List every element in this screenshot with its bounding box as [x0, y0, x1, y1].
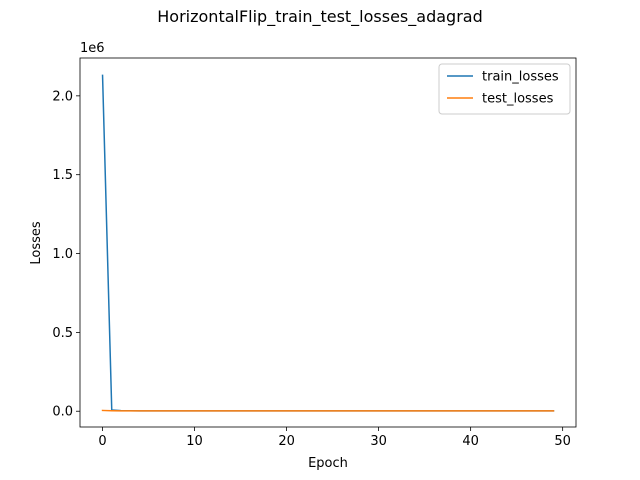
y-tick-label: 2.0 [52, 89, 73, 104]
legend-label-train-losses: train_losses [482, 70, 559, 85]
x-tick-label: 30 [370, 434, 387, 449]
y-tick-label: 1.5 [52, 168, 73, 183]
x-tick-label: 40 [462, 434, 479, 449]
legend-label-test-losses: test_losses [482, 92, 554, 107]
x-axis-label: Epoch [308, 456, 348, 471]
y-tick-label: 1.0 [52, 247, 73, 262]
y-offset-label: 1e6 [80, 41, 105, 56]
x-tick-label: 20 [278, 434, 295, 449]
chart-title: HorizontalFlip_train_test_losses_adagrad [157, 7, 482, 27]
plot-area: 0 10 20 30 40 50 0.0 0.5 1.0 1.5 2.0 [52, 57, 577, 449]
x-tick-label: 10 [186, 434, 203, 449]
x-tick-label: 50 [554, 434, 571, 449]
legend: train_losses test_losses [438, 63, 571, 115]
x-tick-label: 0 [98, 434, 106, 449]
y-tick-label: 0.5 [52, 326, 73, 341]
axes-frame [79, 57, 577, 428]
y-axis-label: Losses [29, 221, 44, 265]
y-tick-label: 0.0 [52, 405, 73, 420]
